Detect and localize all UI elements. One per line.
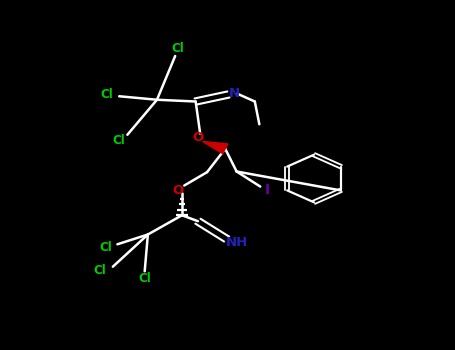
Text: Cl: Cl <box>138 272 151 285</box>
Polygon shape <box>202 141 228 154</box>
Text: O: O <box>173 183 184 197</box>
Text: O: O <box>192 131 203 145</box>
Text: NH: NH <box>226 236 248 249</box>
Text: Cl: Cl <box>171 42 184 56</box>
Text: Cl: Cl <box>101 88 113 101</box>
Text: Cl: Cl <box>94 264 106 277</box>
Text: N: N <box>229 87 240 100</box>
Text: Cl: Cl <box>112 134 125 147</box>
Text: I: I <box>265 183 270 197</box>
Text: Cl: Cl <box>99 241 112 254</box>
